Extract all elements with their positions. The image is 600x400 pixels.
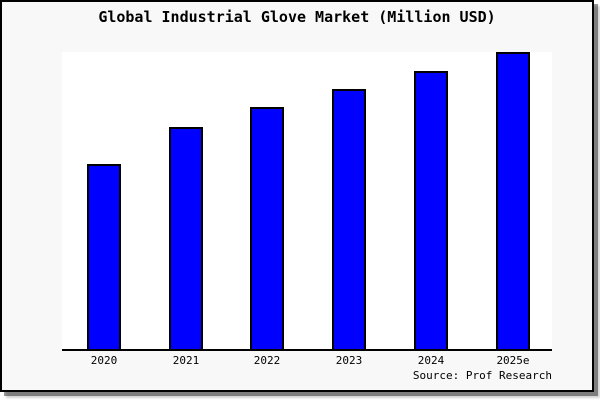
bar-2022 (250, 107, 284, 351)
x-tick-label-2020: 2020 (90, 354, 118, 367)
bar-2021 (169, 127, 203, 351)
chart-frame: Global Industrial Glove Market (Million … (0, 0, 594, 392)
x-tick-label-2022: 2022 (253, 354, 281, 367)
x-tick-label-2025e: 2025e (496, 354, 530, 367)
bar-2024 (414, 71, 448, 351)
bar-2025e (496, 52, 530, 351)
x-tick-label-2021: 2021 (172, 354, 200, 367)
x-tick-label-2024: 2024 (417, 354, 445, 367)
plot-area (62, 52, 552, 351)
x-axis-line (62, 349, 552, 351)
x-tick-label-2023: 2023 (335, 354, 363, 367)
bar-2020 (87, 164, 121, 351)
source-label: Source: Prof Research (412, 369, 552, 382)
bar-2023 (332, 89, 366, 351)
chart-title: Global Industrial Glove Market (Million … (98, 8, 496, 26)
